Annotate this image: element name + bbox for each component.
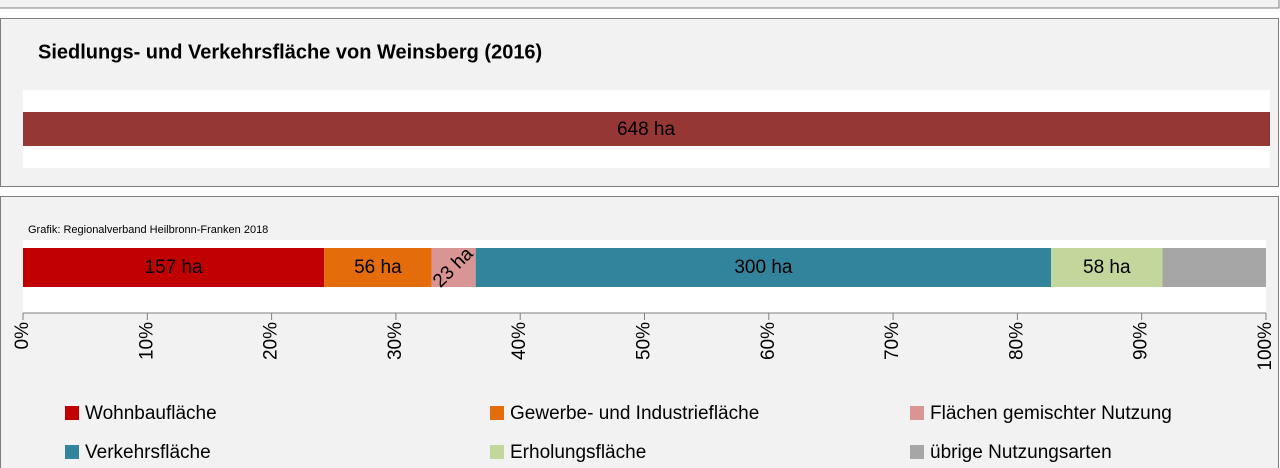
legend-label: Verkehrsfläche xyxy=(85,442,211,463)
x-tick-label: 60% xyxy=(758,322,779,360)
bar xyxy=(23,112,1270,146)
data-label: 157 ha xyxy=(145,257,204,278)
data-label: 648 ha xyxy=(617,119,676,140)
legend-swatch xyxy=(910,406,924,420)
data-label: 58 ha xyxy=(1083,257,1131,278)
legend-label: übrige Nutzungsarten xyxy=(930,442,1112,463)
x-tick-label: 100% xyxy=(1255,322,1276,371)
x-tick-label: 0% xyxy=(12,322,33,350)
x-tick-label: 90% xyxy=(1131,322,1152,360)
legend-swatch xyxy=(490,445,504,459)
legend-swatch xyxy=(910,445,924,459)
data-label: 56 ha xyxy=(354,257,402,278)
bar-segment xyxy=(431,248,476,287)
bar-segment xyxy=(475,248,1052,287)
legend-swatch xyxy=(65,406,79,420)
legend-swatch xyxy=(65,445,79,459)
legend-swatch xyxy=(490,406,504,420)
x-tick-label: 50% xyxy=(634,322,655,360)
x-tick-label: 30% xyxy=(385,322,406,360)
legend-label: Flächen gemischter Nutzung xyxy=(930,403,1172,424)
x-tick-label: 20% xyxy=(261,322,282,360)
panel-prev xyxy=(0,0,1280,9)
bar-segment xyxy=(324,248,432,287)
x-tick-label: 70% xyxy=(882,322,903,360)
bar-segment xyxy=(23,248,325,287)
legend-label: Erholungsfläche xyxy=(510,442,646,463)
x-tick-label: 80% xyxy=(1006,322,1027,360)
x-tick-label: 10% xyxy=(136,322,157,360)
chart-title: Siedlungs- und Verkehrsfläche von Weinsb… xyxy=(38,41,542,63)
x-tick-label: 40% xyxy=(509,322,530,360)
bar-segment xyxy=(1051,248,1163,287)
bar-segment xyxy=(1162,248,1266,287)
legend-label: Wohnbaufläche xyxy=(85,403,217,424)
source-note: Grafik: Regionalverband Heilbronn-Franke… xyxy=(28,224,268,236)
legend-label: Gewerbe- und Industriefläche xyxy=(510,403,759,424)
data-label: 300 ha xyxy=(734,257,793,278)
